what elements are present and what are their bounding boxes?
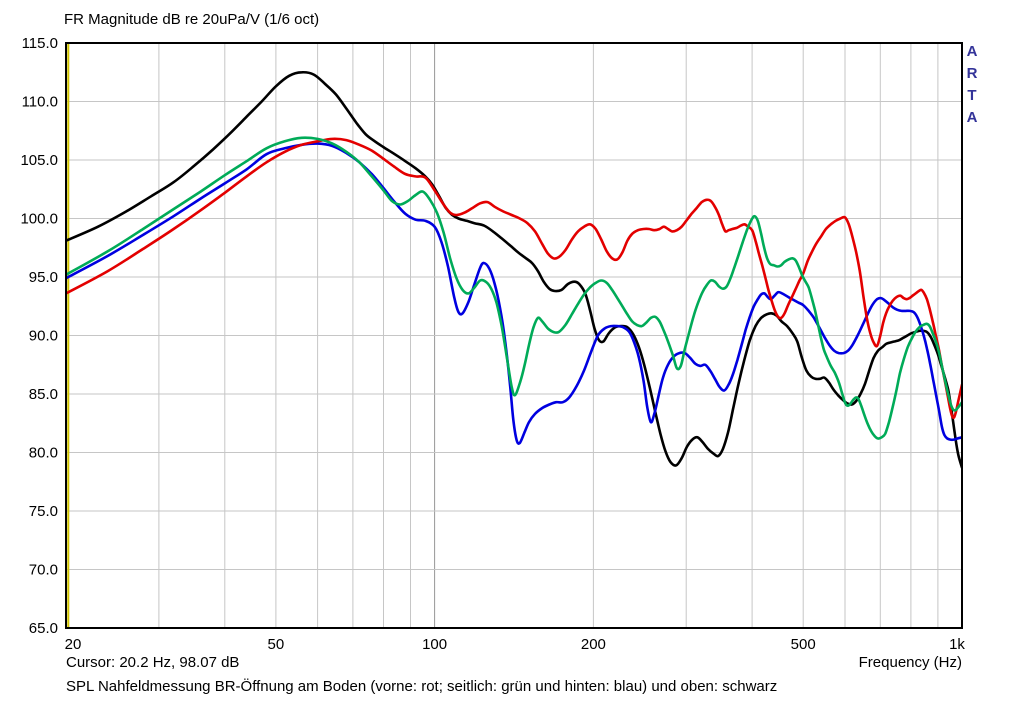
measurement-caption: SPL Nahfeldmessung BR-Öffnung am Boden (…: [66, 678, 778, 695]
x-axis-title: Frequency (Hz): [858, 654, 962, 671]
curve-oben: [66, 70, 962, 469]
curve-vorne: [66, 137, 962, 420]
y-tick-75: 75.0: [29, 503, 58, 520]
y-tick-95: 95.0: [29, 269, 58, 286]
y-tick-110: 110.0: [22, 94, 58, 111]
y-tick-80: 80.0: [29, 445, 58, 462]
y-tick-70: 70.0: [29, 562, 58, 579]
y-tick-100: 100.0: [20, 211, 58, 228]
x-tick-1000: 1k: [949, 636, 965, 653]
curve-seitlich: [66, 136, 962, 440]
curve-hinten: [66, 142, 962, 445]
y-tick-105: 105.0: [20, 152, 58, 169]
x-tick-50: 50: [268, 636, 285, 653]
arta-watermark: A R T A: [966, 43, 978, 126]
y-tick-65: 65.0: [29, 620, 58, 637]
x-tick-200: 200: [581, 636, 606, 653]
x-axis-tick-labels: 20 50 100 200 500 1k: [65, 636, 966, 653]
x-tick-500: 500: [791, 636, 816, 653]
x-tick-100: 100: [422, 636, 447, 653]
grid: [66, 43, 962, 628]
x-tick-20: 20: [65, 636, 82, 653]
y-tick-90: 90.0: [29, 328, 58, 345]
y-axis-tick-labels: 115.0 110.0 105.0 100.0 95.0 90.0 85.0 80.0 75.0…: [20, 35, 58, 637]
cursor-readout: Cursor: 20.2 Hz, 98.07 dB: [66, 654, 240, 671]
y-tick-115: 115.0: [22, 35, 58, 52]
plot-border: [65, 42, 963, 629]
chart-title: FR Magnitude dB re 20uPa/V (1/6 oct): [64, 11, 320, 28]
y-tick-85: 85.0: [29, 386, 58, 403]
plot-area[interactable]: [66, 43, 962, 628]
curves: [66, 70, 962, 469]
